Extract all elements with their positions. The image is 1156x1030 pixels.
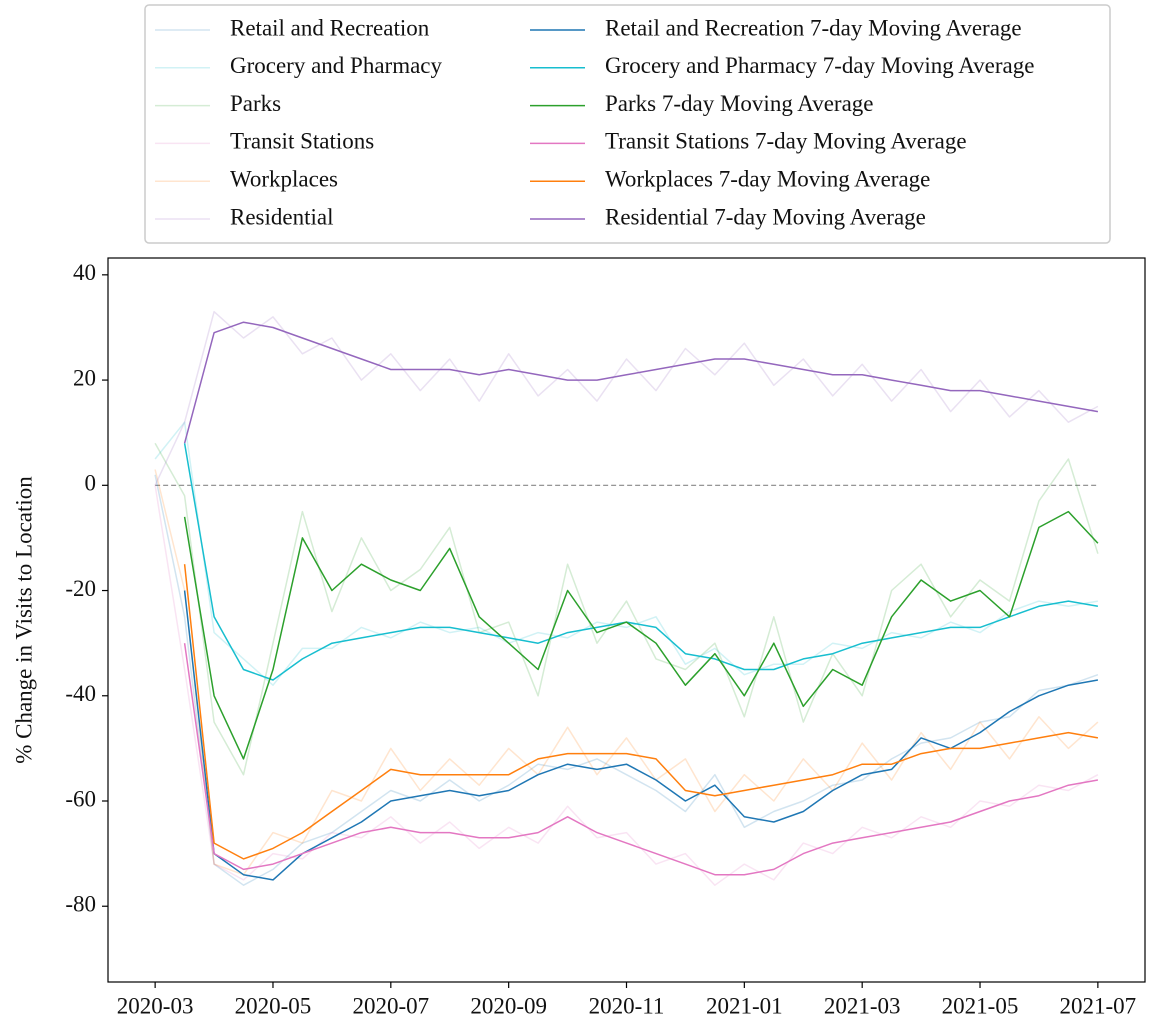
y-tick-label: 20 bbox=[73, 365, 96, 390]
series-line bbox=[154, 485, 1099, 886]
x-tick-label: 2020-09 bbox=[470, 993, 547, 1018]
y-tick-label: -40 bbox=[65, 681, 96, 706]
series-line bbox=[183, 643, 1099, 876]
y-tick-label: -60 bbox=[65, 786, 96, 811]
legend-label: Transit Stations bbox=[230, 129, 374, 154]
x-tick-label: 2021-05 bbox=[942, 993, 1019, 1018]
series-line bbox=[154, 469, 1099, 876]
series-line bbox=[183, 510, 1099, 760]
series-line bbox=[183, 321, 1099, 444]
x-tick-label: 2021-03 bbox=[824, 993, 901, 1018]
y-tick-label: -20 bbox=[65, 576, 96, 601]
legend-label: Workplaces bbox=[230, 166, 338, 191]
legend-label: Parks bbox=[230, 91, 281, 116]
legend-label: Workplaces 7-day Moving Average bbox=[605, 166, 930, 191]
series-line bbox=[154, 421, 1099, 686]
y-tick-label: 40 bbox=[73, 260, 96, 285]
series-line bbox=[154, 474, 1099, 886]
series-line bbox=[154, 310, 1099, 486]
series-line bbox=[154, 442, 1099, 776]
legend-box bbox=[144, 4, 1111, 244]
legend-label: Grocery and Pharmacy bbox=[230, 53, 443, 78]
legend-label: Retail and Recreation bbox=[230, 15, 430, 40]
series-line bbox=[183, 590, 1099, 881]
series-line bbox=[183, 443, 1099, 681]
legend-label: Grocery and Pharmacy 7-day Moving Averag… bbox=[605, 53, 1034, 78]
plot-frame bbox=[107, 257, 1146, 983]
legend-label: Residential bbox=[230, 204, 333, 229]
y-axis-label: % Change in Visits to Location bbox=[11, 476, 36, 764]
x-tick-label: 2020-11 bbox=[589, 993, 665, 1018]
x-tick-label: 2020-05 bbox=[235, 993, 312, 1018]
y-tick-label: -80 bbox=[65, 892, 96, 917]
x-tick-label: 2021-07 bbox=[1060, 993, 1137, 1018]
legend-label: Residential 7-day Moving Average bbox=[605, 204, 926, 229]
x-tick-label: 2020-07 bbox=[352, 993, 429, 1018]
legend-label: Transit Stations 7-day Moving Average bbox=[605, 129, 967, 154]
legend-label: Parks 7-day Moving Average bbox=[605, 91, 874, 116]
series-line bbox=[183, 564, 1099, 860]
x-tick-label: 2021-01 bbox=[706, 993, 783, 1018]
x-tick-label: 2020-03 bbox=[117, 993, 194, 1018]
legend-label: Retail and Recreation 7-day Moving Avera… bbox=[605, 15, 1022, 40]
y-tick-label: 0 bbox=[85, 471, 97, 496]
